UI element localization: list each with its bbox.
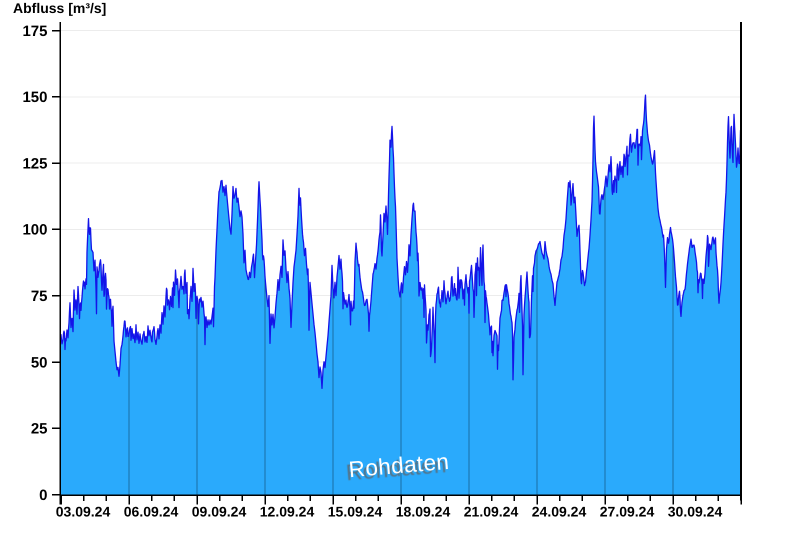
svg-text:18.09.24: 18.09.24 (396, 504, 451, 520)
svg-text:30.09.24: 30.09.24 (668, 504, 723, 520)
svg-text:175: 175 (22, 23, 47, 40)
svg-text:75: 75 (31, 288, 48, 305)
svg-text:24.09.24: 24.09.24 (532, 504, 587, 520)
svg-text:0: 0 (39, 487, 47, 504)
svg-text:06.09.24: 06.09.24 (124, 504, 179, 520)
svg-text:Abfluss [m³/s]: Abfluss [m³/s] (13, 0, 106, 16)
svg-text:27.09.24: 27.09.24 (600, 504, 655, 520)
svg-text:21.09.24: 21.09.24 (464, 504, 519, 520)
svg-text:15.09.24: 15.09.24 (328, 504, 383, 520)
svg-text:09.09.24: 09.09.24 (192, 504, 247, 520)
svg-text:125: 125 (22, 155, 47, 172)
svg-text:50: 50 (31, 354, 48, 371)
svg-text:03.09.24: 03.09.24 (56, 504, 111, 520)
svg-text:150: 150 (22, 89, 47, 106)
svg-text:12.09.24: 12.09.24 (260, 504, 315, 520)
svg-text:100: 100 (22, 222, 47, 239)
svg-text:25: 25 (31, 421, 48, 438)
